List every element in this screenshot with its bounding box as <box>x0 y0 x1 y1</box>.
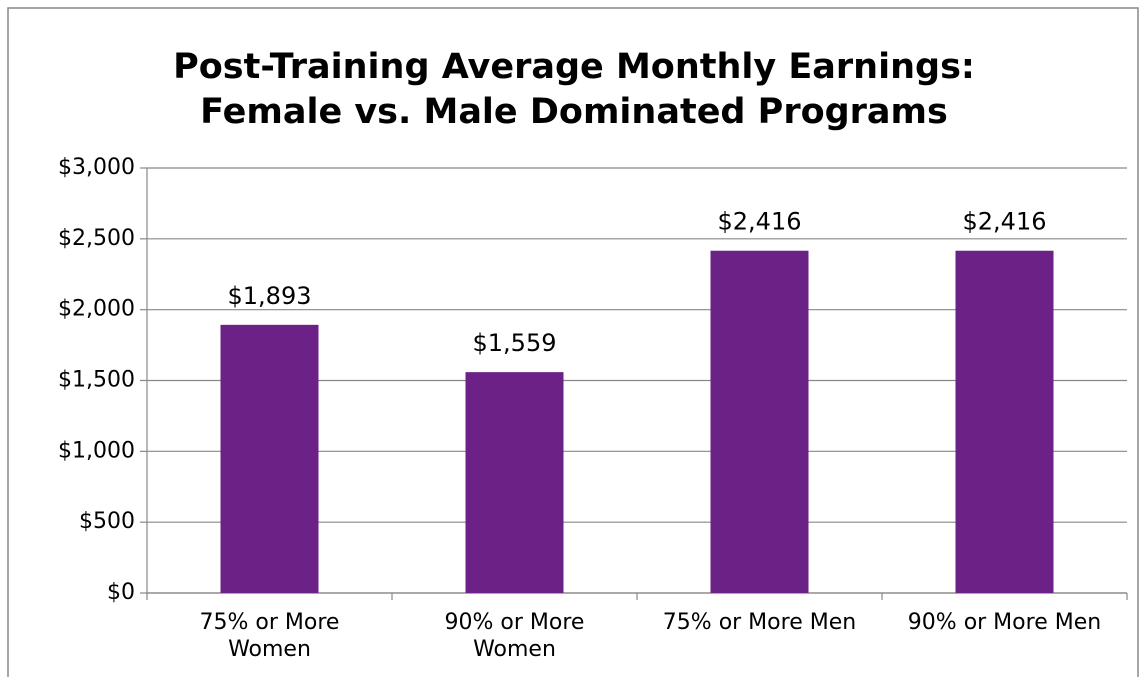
x-tick-label: 75% or More Men <box>662 610 857 635</box>
chart-border <box>7 7 1139 677</box>
chart-title: Post-Training Average Monthly Earnings: <box>173 47 975 87</box>
value-label: $2,416 <box>963 208 1047 236</box>
bar <box>220 324 319 593</box>
y-tick-label: $500 <box>79 509 135 534</box>
value-label: $2,416 <box>718 208 802 236</box>
y-tick-label: $0 <box>107 580 135 605</box>
bar <box>955 250 1054 593</box>
x-tick-label: 75% or More Women <box>199 610 340 662</box>
x-tick-label: 90% or More Men <box>907 610 1102 635</box>
value-label: $1,893 <box>228 282 312 310</box>
y-tick-label: $1,000 <box>58 438 135 463</box>
y-tick-label: $1,500 <box>58 368 135 393</box>
bar <box>465 372 564 593</box>
value-label: $1,559 <box>473 329 557 357</box>
y-tick-label: $3,000 <box>58 155 135 180</box>
chart-title: Female vs. Male Dominated Programs <box>200 92 948 132</box>
bar <box>710 250 809 593</box>
y-tick-label: $2,000 <box>58 297 135 322</box>
y-tick-label: $2,500 <box>58 226 135 251</box>
x-tick-label: 90% or More Women <box>444 610 585 662</box>
